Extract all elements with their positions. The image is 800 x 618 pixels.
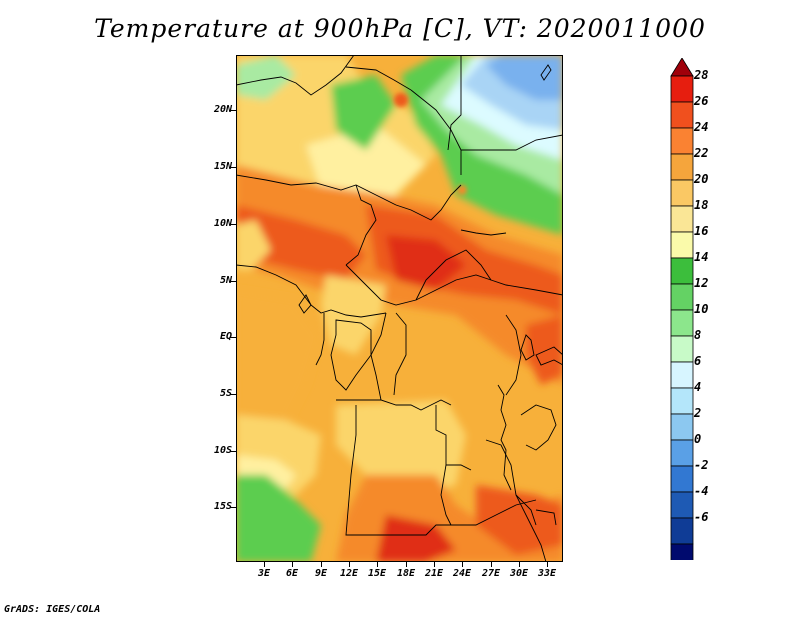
lon-label: 30E [509,568,529,579]
colorbar [670,58,694,560]
colorbar-swatch [670,491,694,519]
colorbar-label: 26 [694,94,709,108]
lat-label: 5S [219,388,232,399]
colorbar-label: 4 [694,380,702,394]
lat-label: 15N [213,161,232,172]
colorbar-label: 18 [694,198,709,212]
temperature-field [236,55,563,562]
colorbar-swatch [670,101,694,129]
lon-label: 6E [285,568,299,579]
colorbar-swatch [670,361,694,389]
colorbar-swatch [670,231,694,259]
colorbar-swatch [670,543,694,560]
lon-tick [491,562,492,567]
colorbar-swatch [670,75,694,103]
lat-tick [230,110,236,111]
lat-tick [230,337,236,338]
colorbar-label: 28 [694,68,709,82]
colorbar-swatch [670,517,694,545]
lat-tick [230,167,236,168]
colorbar-label: -6 [694,510,709,524]
lat-label: 20N [213,104,232,115]
colorbar-label: 0 [694,432,702,446]
lon-label: 3E [257,568,271,579]
lon-label: 21E [424,568,444,579]
colorbar-label: 2 [694,406,702,420]
colorbar-label: 24 [694,120,709,134]
lon-label: 12E [339,568,359,579]
colorbar-swatch [670,413,694,441]
colorbar-swatch [670,439,694,467]
lon-label: 27E [481,568,501,579]
colorbar-label: 22 [694,146,709,160]
lon-label: 15E [367,568,387,579]
colorbar-swatch [670,127,694,155]
colorbar-label: 14 [694,250,709,264]
lat-label: 10N [213,218,232,229]
colorbar-label: 16 [694,224,709,238]
temperature-map [236,55,563,562]
lat-label: 15S [213,501,232,512]
colorbar-swatch [670,205,694,233]
colorbar-swatch [670,309,694,337]
country-borders [236,55,563,562]
lon-label: 18E [396,568,416,579]
lon-label: 9E [314,568,328,579]
lat-label: EQ [219,331,232,342]
map-title: Temperature at 900hPa [C], VT: 202001100… [94,14,706,43]
lon-tick [292,562,293,567]
colorbar-label: 8 [694,328,702,342]
lat-tick [230,451,236,452]
colorbar-swatch [670,283,694,311]
lon-tick [547,562,548,567]
lat-label: 10S [213,445,232,456]
lon-tick [264,562,265,567]
colorbar-top-arrow [670,58,694,77]
colorbar-swatch [670,335,694,363]
grads-credit: GrADS: IGES/COLA [4,604,101,615]
lon-tick [519,562,520,567]
lon-tick [406,562,407,567]
lon-tick [434,562,435,567]
lat-tick [230,394,236,395]
lat-tick [230,507,236,508]
colorbar-label: 6 [694,354,702,368]
colorbar-label: 10 [694,302,709,316]
colorbar-label: 12 [694,276,709,290]
colorbar-swatch [670,153,694,181]
lat-tick [230,224,236,225]
lat-label: 5N [219,275,232,286]
lon-label: 33E [537,568,557,579]
colorbar-swatch [670,179,694,207]
colorbar-label: -2 [694,458,709,472]
lon-tick [349,562,350,567]
colorbar-swatch [670,465,694,493]
colorbar-label: -4 [694,484,709,498]
colorbar-label: 20 [694,172,709,186]
lon-label: 24E [452,568,472,579]
lon-tick [321,562,322,567]
lat-tick [230,281,236,282]
lon-tick [377,562,378,567]
map-frame [236,55,563,562]
colorbar-swatch [670,257,694,285]
colorbar-swatch [670,387,694,415]
lon-tick [462,562,463,567]
